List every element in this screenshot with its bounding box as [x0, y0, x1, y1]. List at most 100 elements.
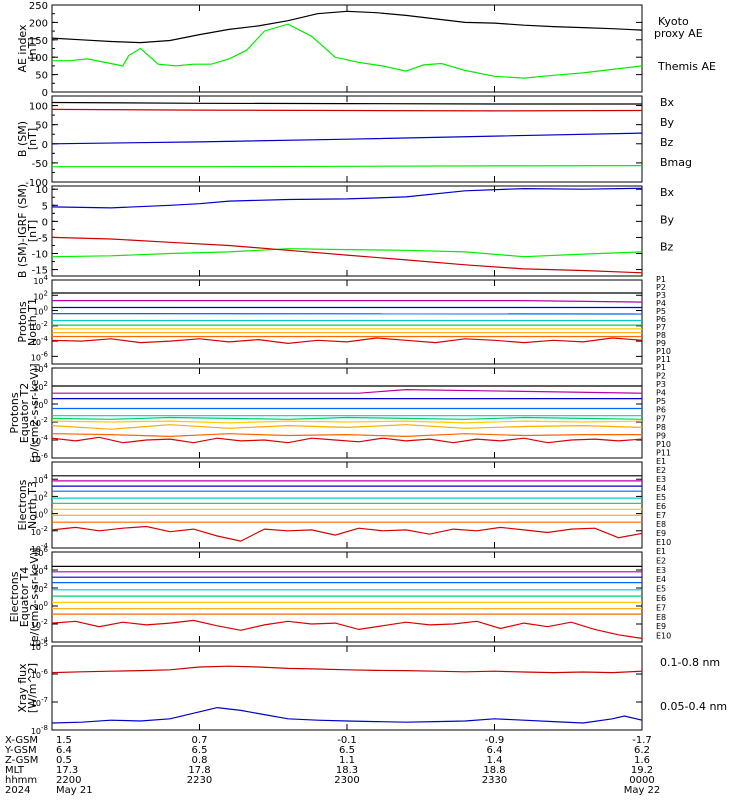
y-tick-label: 200: [29, 18, 48, 29]
y-tick-label: 102: [33, 582, 48, 594]
y-tick-label: -50: [32, 159, 48, 170]
y-tick-label: 10-4: [31, 542, 49, 554]
y-axis-label: AE index: [16, 24, 29, 73]
axis-value: 19.2: [631, 765, 653, 776]
legend-label: P3: [656, 380, 666, 389]
axis-row-label: Z-GSM: [5, 755, 38, 766]
legend-label: Bmag: [660, 156, 692, 169]
y-tick-label: 10-6: [31, 452, 49, 464]
y-tick-label: 100: [33, 600, 48, 612]
series-line-bx: [51, 187, 643, 209]
legend-label: Bx: [660, 186, 675, 199]
panel-8: Xray flux[W/m^2] 0.1-0.8 nm 0.05-0.4 nm: [16, 645, 727, 731]
y-tick-label: 10-7: [31, 696, 48, 708]
axis-value: 0.8: [192, 755, 208, 766]
axis-value: 2330: [482, 775, 507, 786]
series-line-p7: [51, 420, 643, 424]
legend-label: E9: [656, 622, 666, 631]
axis-value: 6.4: [56, 745, 72, 756]
legend-label: By: [660, 213, 675, 226]
y-tick-label: -100: [25, 178, 48, 189]
legend-label: E9: [656, 529, 666, 538]
axis-value: 18.3: [336, 765, 358, 776]
legend-label: P5: [656, 307, 666, 316]
y-axis-label: Equator T2: [18, 383, 31, 443]
axis-row-label: 2024: [5, 785, 30, 796]
y-tick-label: 10-8: [31, 724, 48, 736]
legend-label: P10: [656, 347, 671, 356]
y-tick-label: 104: [33, 274, 48, 286]
legend-label: By: [660, 116, 675, 129]
legend-label: P4: [656, 299, 666, 308]
y-axis-label: [e/(cm2-s-sr-keV)]: [28, 548, 41, 647]
legend-label: Bz: [660, 136, 674, 149]
panel-3: B (SM)-IGRF (SM)[nT] Bx By Bz: [16, 184, 675, 278]
y-tick-label: 100: [33, 305, 48, 317]
legend-label: E5: [656, 493, 666, 502]
panel-frame: [51, 367, 643, 459]
axis-value: 6.5: [339, 745, 355, 756]
y-tick-label: 10-2: [31, 618, 48, 630]
legend-label: E2: [656, 466, 666, 475]
series-line-e10: [51, 525, 643, 542]
legend-label: E3: [656, 566, 666, 575]
legend-label: P9: [656, 431, 666, 440]
y-axis-label: Protons: [16, 301, 29, 342]
legend-label: P2: [656, 372, 666, 381]
y-tick-label: 100: [33, 398, 48, 410]
series-line-p10: [51, 337, 643, 345]
legend-label: E7: [656, 511, 666, 520]
legend-label: P11: [656, 355, 671, 364]
y-tick-label: 104: [33, 564, 48, 576]
legend-label: 0.1-0.8 nm: [660, 656, 720, 669]
axis-value: 2230: [187, 775, 212, 786]
y-tick-label: 10-4: [31, 434, 49, 446]
y-axis-label: Protons: [8, 392, 21, 433]
y-tick-label: 100: [29, 53, 48, 64]
series-line-p10: [51, 436, 643, 444]
y-tick-label: 0: [42, 217, 48, 228]
axis-row-label: X-GSM: [5, 735, 38, 746]
y-tick-label: 104: [33, 473, 48, 485]
y-tick-label: 10-2: [31, 525, 48, 537]
axis-value: 18.8: [483, 765, 505, 776]
series-line-bmag: [51, 101, 642, 105]
y-tick-label: -5: [38, 233, 48, 244]
panel-frame: [51, 645, 643, 731]
legend-label: E7: [656, 603, 666, 612]
legend-label: E1: [656, 457, 666, 466]
series-line-0-05-0-4-nm: [51, 706, 643, 724]
y-tick-label: 10-5: [31, 640, 48, 652]
legend-label: P1: [656, 275, 666, 284]
axis-value: -0.9: [485, 735, 505, 746]
series-line-bz: [51, 108, 643, 112]
legend-label: P8: [656, 423, 666, 432]
y-tick-label: 10-6: [31, 668, 49, 680]
legend-label: P3: [656, 291, 666, 300]
y-tick-label: 250: [29, 1, 48, 12]
series-line-bz: [51, 236, 643, 274]
axis-value: 1.6: [634, 755, 650, 766]
y-tick-label: 10-6: [31, 350, 49, 362]
y-tick-label: 10-2: [31, 320, 48, 332]
axis-value: 1.4: [487, 755, 503, 766]
legend-label: P6: [656, 406, 666, 415]
y-axis-label: [nT]: [26, 220, 39, 242]
legend-label: E1: [656, 547, 666, 556]
legend-label: P2: [656, 283, 666, 292]
legend-label: E10: [656, 632, 671, 641]
legend-label: E8: [656, 613, 666, 622]
axis-value: 1.1: [339, 755, 355, 766]
y-axis-label: Electrons: [16, 479, 29, 530]
y-tick-label: -15: [32, 266, 48, 277]
panel-frame: [51, 551, 643, 643]
axis-value: 6.5: [192, 745, 208, 756]
y-tick-label: 102: [33, 380, 48, 392]
legend-label: E6: [656, 502, 666, 511]
series-line-p8: [51, 424, 643, 430]
legend-label: Kyoto: [658, 15, 689, 28]
axis-row-label: Y-GSM: [4, 745, 37, 756]
